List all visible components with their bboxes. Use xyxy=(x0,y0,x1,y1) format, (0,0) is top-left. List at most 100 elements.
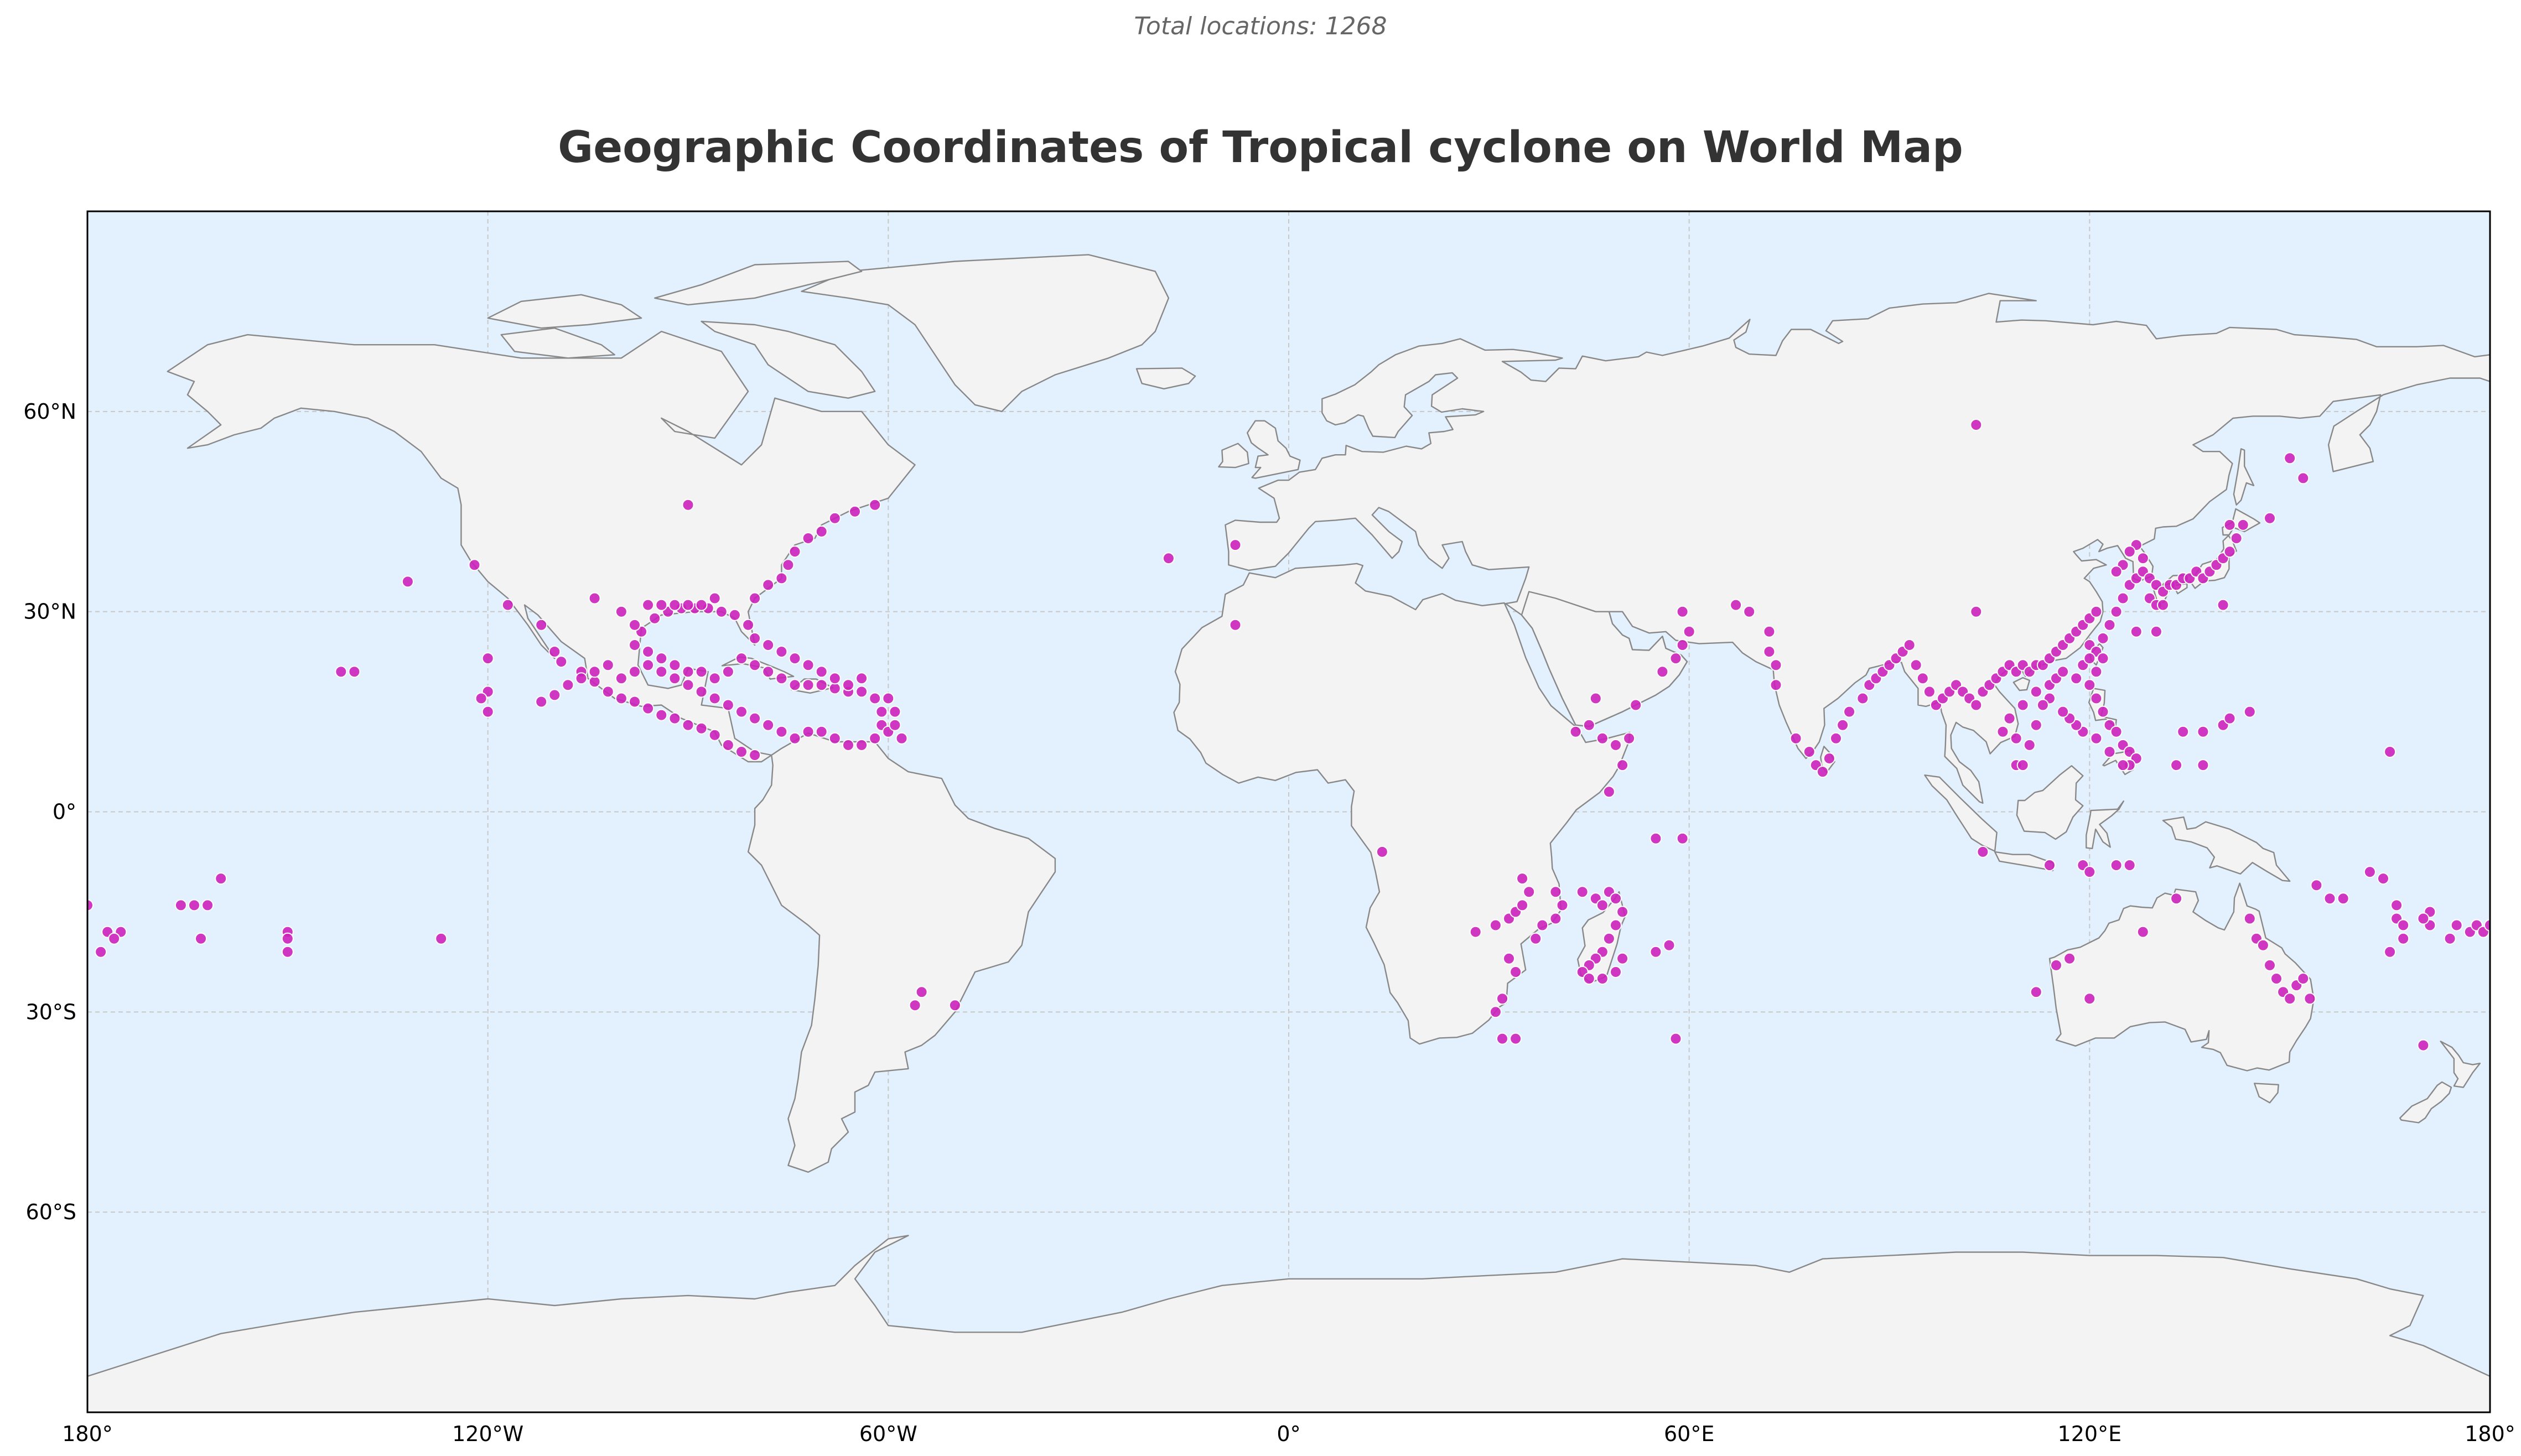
cyclone-point xyxy=(735,746,748,758)
y-tick-label: 30°S xyxy=(26,1000,76,1024)
cyclone-point xyxy=(2397,932,2410,945)
cyclone-point xyxy=(802,679,815,691)
cyclone-point xyxy=(1830,732,1842,745)
cyclone-point xyxy=(695,665,708,678)
x-tick-label: 0° xyxy=(1277,1422,1300,1446)
cyclone-point xyxy=(2223,712,2236,725)
cyclone-point xyxy=(1529,932,1542,945)
cyclone-point xyxy=(1623,732,1636,745)
cyclone-point xyxy=(655,709,668,721)
cyclone-point xyxy=(2083,652,2096,665)
cyclone-point xyxy=(2123,545,2136,558)
cyclone-point xyxy=(1823,752,1835,765)
cyclone-point xyxy=(2016,699,2029,711)
cyclone-point xyxy=(1489,919,1502,932)
map-frame xyxy=(86,210,2491,1413)
land-sulawesi xyxy=(2086,800,2124,849)
cyclone-point xyxy=(2150,625,2162,638)
cyclone-point xyxy=(1730,599,1742,611)
cyclone-point xyxy=(2110,859,2123,871)
cyclone-point xyxy=(735,705,748,718)
cyclone-point xyxy=(668,599,681,611)
cyclone-point xyxy=(789,652,801,665)
land-africa xyxy=(1173,563,1631,1045)
cyclone-point xyxy=(682,679,694,691)
cyclone-point xyxy=(95,945,107,958)
land-tasmania xyxy=(2254,1083,2279,1104)
cyclone-point xyxy=(2103,618,2116,631)
cyclone-point xyxy=(562,679,574,691)
cyclone-point xyxy=(1602,932,1615,945)
cyclone-point xyxy=(1229,539,1242,552)
cyclone-point xyxy=(1669,652,1682,665)
cyclone-point xyxy=(2070,672,2083,685)
cyclone-point xyxy=(2237,518,2249,531)
cyclone-point xyxy=(87,899,94,912)
cyclone-point xyxy=(2323,892,2336,905)
cyclone-point xyxy=(708,672,721,685)
cyclone-point xyxy=(555,656,568,668)
cyclone-point xyxy=(1763,625,1776,638)
cyclone-point xyxy=(1656,665,1669,678)
cyclone-point xyxy=(889,705,901,718)
cyclone-point xyxy=(588,675,601,688)
cyclone-point xyxy=(2384,945,2396,958)
cyclone-point xyxy=(1602,786,1615,798)
cyclone-point xyxy=(2030,685,2042,698)
cyclone-point xyxy=(749,712,761,725)
cyclone-point xyxy=(1843,705,1856,718)
cyclone-point xyxy=(2003,712,2016,725)
x-tick-label: 120°W xyxy=(452,1422,523,1446)
cyclone-point xyxy=(1549,912,1562,925)
cyclone-point xyxy=(869,498,881,511)
cyclone-point xyxy=(1649,945,1662,958)
cyclone-point xyxy=(1676,639,1689,651)
cyclone-point xyxy=(655,665,668,678)
chart-title: Geographic Coordinates of Tropical cyclo… xyxy=(558,123,1963,173)
cyclone-point xyxy=(2023,739,2036,751)
cyclone-point xyxy=(2136,552,2149,565)
cyclone-point xyxy=(1669,1032,1682,1045)
cyclone-point xyxy=(629,695,641,708)
cyclone-point xyxy=(802,659,815,672)
cyclone-point xyxy=(1162,552,1175,565)
cyclone-point xyxy=(828,672,841,685)
cyclone-point xyxy=(869,692,881,705)
x-tick-label: 180° xyxy=(62,1422,113,1446)
land-baffin xyxy=(701,320,876,399)
cyclone-point xyxy=(828,682,841,695)
cyclone-point xyxy=(668,672,681,685)
cyclone-point xyxy=(2304,992,2316,1005)
cyclone-point xyxy=(1816,766,1829,778)
cyclone-point xyxy=(215,872,227,885)
cyclone-point xyxy=(2297,472,2310,485)
x-tick-label: 60°W xyxy=(859,1422,917,1446)
cyclone-point xyxy=(1803,746,1815,758)
cyclone-point xyxy=(708,692,721,705)
cyclone-point xyxy=(762,639,775,651)
cyclone-point xyxy=(1583,719,1595,731)
cyclone-point xyxy=(1923,685,1936,698)
cyclone-point xyxy=(2123,859,2136,871)
cyclone-point xyxy=(895,732,908,745)
cyclone-point xyxy=(948,999,961,1012)
y-tick-labels: 60°N 30°N 0° 30°S 60°S xyxy=(23,399,76,1224)
cyclone-point xyxy=(708,592,721,605)
cyclone-point xyxy=(1589,692,1602,705)
cyclone-point xyxy=(682,498,694,511)
cyclone-point xyxy=(615,692,627,705)
cyclone-point xyxy=(1837,719,1849,731)
cyclone-point xyxy=(2157,599,2169,611)
cyclone-point xyxy=(2136,925,2149,938)
cyclone-point xyxy=(828,732,841,745)
cyclone-point xyxy=(629,665,641,678)
cyclone-point xyxy=(2284,992,2296,1005)
land-australia xyxy=(2048,882,2315,1072)
land-victoria xyxy=(500,327,615,359)
cyclone-point xyxy=(2043,859,2056,871)
cyclone-point xyxy=(682,719,694,731)
cyclone-point xyxy=(722,739,734,751)
cyclone-point xyxy=(668,659,681,672)
cyclone-point xyxy=(735,652,748,665)
